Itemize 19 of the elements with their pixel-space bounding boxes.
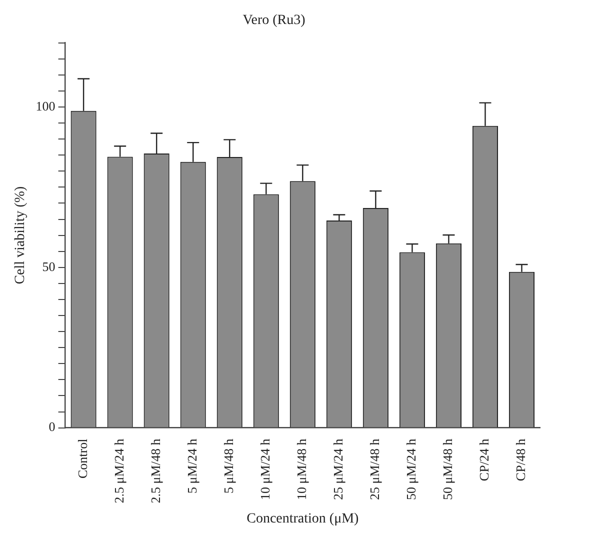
x-tick-label: 50 μM/24 h bbox=[404, 438, 419, 500]
x-tick-label: 25 μM/48 h bbox=[367, 438, 382, 500]
x-tick-label: CP/48 h bbox=[513, 438, 528, 482]
x-tick-label: 5 μM/48 h bbox=[221, 438, 236, 494]
y-tick-label: 0 bbox=[48, 419, 56, 434]
x-tick-label: 25 μM/24 h bbox=[330, 438, 346, 500]
x-tick-label: CP/24 h bbox=[476, 438, 492, 482]
x-tick-label: 50 μM/48 h bbox=[440, 438, 456, 500]
y-tick-label: 100 bbox=[36, 98, 56, 114]
y-axis-title: Cell viability (%) bbox=[13, 186, 28, 284]
x-tick-label: 10 μM/48 h bbox=[294, 438, 310, 500]
x-tick-label: 2.5 μM/48 h bbox=[148, 438, 164, 504]
x-tick-label: 10 μM/24 h bbox=[258, 438, 273, 500]
x-tick-label: 2.5 μM/24 h bbox=[111, 438, 126, 504]
chart-title: Vero (Ru3) bbox=[242, 13, 306, 28]
x-axis-title: Concentration (μM) bbox=[246, 511, 360, 526]
x-tick-label: Control bbox=[74, 438, 90, 479]
x-tick-label: 5 μM/24 h bbox=[184, 438, 200, 494]
y-tick-label: 50 bbox=[42, 258, 56, 274]
